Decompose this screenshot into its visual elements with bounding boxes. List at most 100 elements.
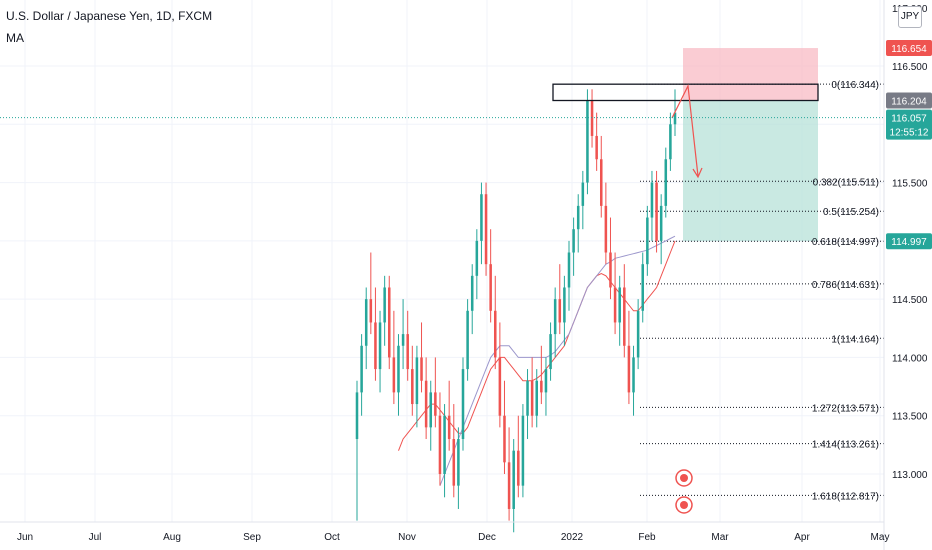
candle-body bbox=[517, 450, 520, 486]
take-profit-zone[interactable] bbox=[683, 100, 818, 242]
candle-body bbox=[411, 369, 414, 405]
time-tick-label: Jun bbox=[17, 532, 33, 543]
candle-body bbox=[540, 380, 543, 393]
candle-body bbox=[480, 194, 483, 241]
candle-body bbox=[659, 205, 663, 241]
candle-body bbox=[397, 345, 400, 393]
candle-body bbox=[664, 159, 668, 206]
time-tick-label: Mar bbox=[711, 532, 729, 543]
candle-body bbox=[576, 205, 580, 230]
fib-level-label: 0(116.344) bbox=[831, 80, 879, 91]
candle-body bbox=[466, 310, 469, 370]
fib-level-label: 0.618(114.997) bbox=[812, 237, 879, 248]
chart-title: U.S. Dollar / Japanese Yen, 1D, FXCM bbox=[6, 9, 213, 23]
candle-body bbox=[544, 369, 548, 393]
candle-body bbox=[355, 392, 359, 440]
moving-average-line bbox=[439, 235, 676, 486]
fib-level-label: 1.414(113.261) bbox=[812, 440, 879, 451]
time-tick-label: Aug bbox=[163, 532, 181, 543]
candle-body bbox=[586, 100, 589, 183]
candle-body bbox=[503, 415, 506, 463]
fib-level-label: 1.272(113.571) bbox=[812, 403, 879, 414]
resistance-box[interactable] bbox=[552, 83, 819, 102]
currency-badge[interactable]: JPY bbox=[898, 6, 922, 28]
candle-body bbox=[374, 322, 377, 370]
stop-price-tag: 116.654 bbox=[891, 44, 927, 55]
stop-loss-zone[interactable] bbox=[683, 48, 818, 101]
candle-body bbox=[387, 287, 391, 358]
candle-body bbox=[655, 182, 658, 241]
candle-body bbox=[512, 450, 515, 509]
time-tick-label: 2022 bbox=[561, 532, 584, 543]
fib-level-label: 0.5(115.254) bbox=[823, 207, 879, 218]
candle-body bbox=[567, 252, 571, 288]
candle-body bbox=[489, 264, 492, 311]
candle-body bbox=[641, 264, 645, 311]
candle-body bbox=[581, 182, 585, 206]
candle-body bbox=[498, 357, 502, 416]
fib-level-label: 0.382(115.511) bbox=[813, 177, 879, 188]
candle-body bbox=[572, 229, 575, 253]
price-tick-label: 114.500 bbox=[892, 295, 928, 306]
time-tick-label: Dec bbox=[478, 532, 496, 543]
candle-body bbox=[406, 334, 409, 370]
event-flag-dot bbox=[680, 501, 688, 509]
price-tick-label: 115.500 bbox=[892, 179, 928, 190]
candle-body bbox=[470, 275, 474, 311]
candle-body bbox=[364, 299, 368, 346]
price-tick-label: 116.500 bbox=[892, 62, 928, 73]
candle-body bbox=[452, 439, 456, 486]
price-tick-label: 113.500 bbox=[892, 412, 928, 423]
target-price-tag: 114.997 bbox=[891, 237, 927, 248]
candle-body bbox=[627, 345, 631, 393]
target-price-tag-bg bbox=[886, 233, 932, 250]
box-price-tag: 116.204 bbox=[891, 97, 927, 108]
candle-body bbox=[613, 287, 617, 323]
candle-body bbox=[484, 194, 488, 265]
candle-body bbox=[669, 124, 672, 160]
price-tick-label: 113.000 bbox=[892, 470, 928, 481]
candle-body bbox=[595, 135, 598, 160]
candle-body bbox=[420, 357, 423, 381]
candle-body bbox=[415, 357, 419, 405]
candle-body bbox=[438, 415, 442, 474]
indicator-label: MA bbox=[6, 31, 24, 45]
candle-body bbox=[618, 287, 621, 323]
time-tick-label: Nov bbox=[398, 532, 416, 543]
candle-body bbox=[521, 415, 525, 486]
candle-body bbox=[360, 345, 363, 393]
time-tick-label: Oct bbox=[324, 532, 340, 543]
candle-body bbox=[673, 112, 677, 125]
candle-body bbox=[493, 310, 497, 358]
time-tick-label: Jul bbox=[89, 532, 102, 543]
event-flag-dot bbox=[680, 474, 688, 482]
candle-body bbox=[623, 287, 626, 346]
time-tick-label: Apr bbox=[794, 532, 810, 543]
candle-body bbox=[461, 369, 465, 440]
candle-body bbox=[530, 380, 534, 416]
current-price-tag-bg bbox=[886, 109, 932, 140]
candle-body bbox=[369, 299, 373, 323]
candle-body bbox=[378, 322, 382, 370]
fib-level-label: 1.618(112.817) bbox=[812, 491, 879, 502]
candle-body bbox=[535, 380, 539, 416]
arrow-head-icon bbox=[692, 167, 703, 179]
candle-body bbox=[526, 380, 529, 416]
price-axis[interactable] bbox=[884, 0, 932, 550]
box-price-tag-bg bbox=[886, 92, 932, 109]
candle-body bbox=[447, 415, 451, 440]
current-price-tag-countdown: 12:55:12 bbox=[890, 128, 929, 139]
candle-body bbox=[604, 205, 608, 253]
price-tick-label: 114.000 bbox=[892, 353, 928, 364]
projection-arrow[interactable] bbox=[671, 83, 699, 177]
time-tick-label: Sep bbox=[243, 532, 261, 543]
candle-body bbox=[434, 392, 437, 416]
candle-body bbox=[443, 415, 446, 474]
candle-body bbox=[392, 357, 396, 393]
candle-body bbox=[636, 310, 640, 358]
candle-body bbox=[549, 334, 552, 370]
candle-body bbox=[650, 182, 654, 218]
candle-body bbox=[383, 287, 386, 323]
candle-body bbox=[424, 380, 428, 428]
